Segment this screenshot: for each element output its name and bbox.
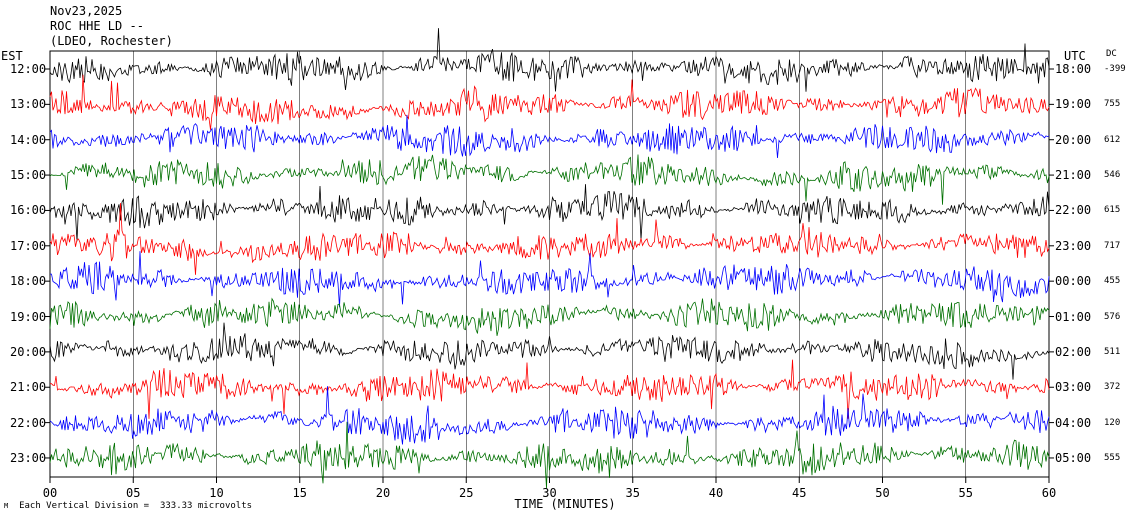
corner-mark: M — [4, 502, 9, 510]
est-time-label: 17:00 — [10, 238, 47, 253]
est-axis-title: EST — [1, 49, 23, 63]
dc-axis-title: DC — [1106, 49, 1117, 59]
utc-time-label: 23:00 — [1055, 238, 1092, 253]
trace-1300 — [49, 74, 1050, 130]
est-time-label: 23:00 — [10, 450, 47, 465]
trace-1500 — [49, 154, 1050, 205]
dc-offset-label: 615 — [1104, 205, 1121, 216]
x-tick-label: 00 — [42, 486, 58, 500]
utc-time-label: 18:00 — [1055, 62, 1092, 76]
est-time-label: 15:00 — [10, 168, 47, 183]
dc-offset-label: 612 — [1104, 134, 1121, 145]
utc-time-label: 01:00 — [1055, 309, 1092, 324]
dc-offset-label: 455 — [1104, 276, 1121, 287]
x-tick-label: 15 — [292, 486, 307, 500]
est-time-label: 19:00 — [10, 309, 47, 324]
est-time-label: 16:00 — [10, 203, 47, 218]
x-axis-label: TIME (MINUTES) — [514, 497, 616, 511]
est-time-label: 20:00 — [10, 344, 47, 359]
dc-offset-label: -399 — [1104, 64, 1126, 74]
x-tick-label: 40 — [708, 486, 724, 500]
trace-1600 — [49, 184, 1050, 242]
x-tick-label: 60 — [1041, 486, 1057, 500]
utc-time-label: 22:00 — [1055, 203, 1092, 218]
dc-offset-label: 372 — [1104, 382, 1121, 393]
utc-time-label: 04:00 — [1055, 415, 1092, 430]
dc-offset-label: 120 — [1104, 417, 1121, 428]
dc-offset-label: 546 — [1104, 170, 1121, 181]
utc-time-label: 05:00 — [1055, 450, 1092, 465]
dc-offset-label: 717 — [1104, 240, 1121, 251]
station-label: ROC HHE LD -- — [50, 19, 144, 33]
x-tick-label: 25 — [459, 486, 474, 500]
x-tick-label: 55 — [958, 486, 973, 500]
x-tick-label: 10 — [209, 486, 224, 500]
scale-note: M Each Vertical Division = 333.33 microv… — [4, 501, 252, 511]
est-time-label: 12:00 — [10, 62, 47, 76]
vertical-division-note: Each Vertical Division = 333.33 microvol… — [19, 501, 253, 511]
utc-time-label: 20:00 — [1055, 132, 1092, 147]
dc-offset-label: 576 — [1104, 311, 1121, 322]
x-tick-label: 20 — [375, 486, 391, 500]
dc-offset-label: 755 — [1104, 99, 1121, 110]
dc-offset-label: 555 — [1104, 452, 1121, 463]
est-time-label: 13:00 — [10, 97, 47, 112]
utc-time-label: 03:00 — [1055, 380, 1092, 395]
x-tick-label: 05 — [126, 486, 141, 500]
x-tick-label: 50 — [875, 486, 890, 500]
est-time-label: 14:00 — [10, 132, 47, 147]
plot-date: Nov23,2025 — [50, 4, 123, 18]
utc-time-label: 02:00 — [1055, 344, 1092, 359]
utc-axis-title: UTC — [1064, 49, 1086, 63]
utc-time-label: 21:00 — [1055, 168, 1092, 183]
x-tick-label: 35 — [625, 486, 640, 500]
est-time-label: 18:00 — [10, 274, 47, 289]
trace-2000 — [49, 322, 1050, 380]
trace-2300 — [49, 421, 1050, 489]
utc-time-label: 19:00 — [1055, 97, 1092, 112]
x-tick-label: 45 — [792, 486, 807, 500]
est-time-label: 22:00 — [10, 415, 47, 430]
trace-2200 — [49, 386, 1050, 445]
trace-2100 — [50, 359, 1050, 419]
trace-1900 — [49, 297, 1050, 336]
trace-1400 — [49, 114, 1050, 159]
trace-1800 — [49, 251, 1050, 308]
network-label: (LDEO, Rochester) — [50, 34, 173, 48]
trace-1200 — [49, 28, 1050, 92]
x-tick-label: 30 — [542, 486, 557, 500]
dc-offset-label: 511 — [1104, 346, 1121, 357]
trace-1700 — [49, 202, 1050, 275]
est-time-label: 21:00 — [10, 380, 47, 395]
utc-time-label: 00:00 — [1055, 274, 1092, 289]
